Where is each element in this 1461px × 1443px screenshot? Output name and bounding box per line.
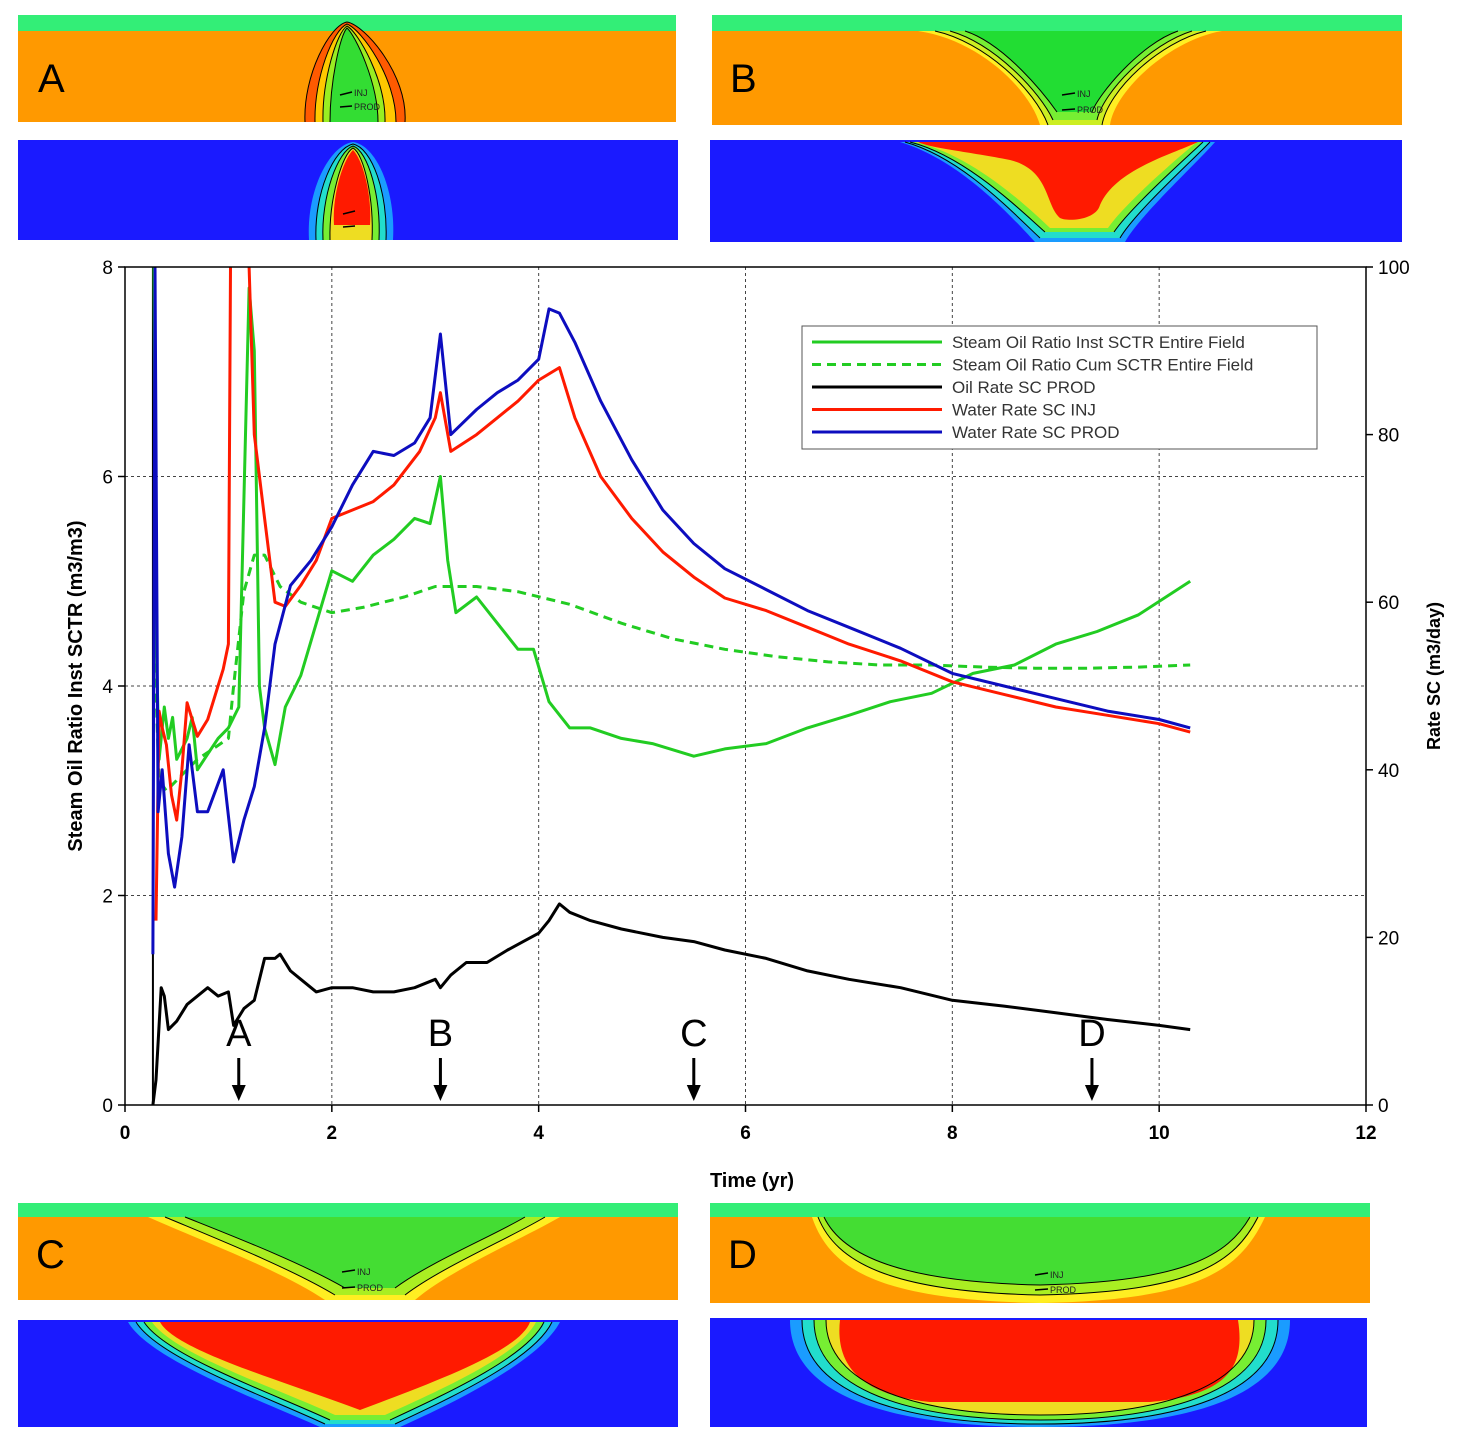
y-tick-label: 6 [102,468,113,489]
panel-c-inj-label: INJ [357,1267,371,1277]
panel-b-prod-label: PROD [1077,105,1104,115]
marker-arrow-head [686,1085,701,1101]
panel-b: INJ PROD B [710,15,1402,242]
panel-a-inj-label: INJ [354,88,368,98]
y-tick-label: 8 [102,258,113,279]
y2-axis-label: Rate SC (m3/day) [1424,602,1444,750]
y2-tick-label: 20 [1378,928,1399,949]
panel-d: INJ PROD D [710,1203,1370,1427]
grid [125,267,1366,1105]
panel-a-oil-saturation: INJ PROD [18,15,676,123]
marker-arrow-head [433,1085,448,1101]
panel-d-temperature [710,1318,1367,1427]
y2-tick-label: 80 [1378,426,1399,447]
y2-tick-label: 100 [1378,258,1410,279]
y2-tick-label: 0 [1378,1096,1389,1117]
event-markers: A B C D [226,1013,1106,1101]
legend-label-4: Water Rate SC PROD [952,423,1120,442]
marker-label-c: C [680,1013,707,1055]
panel-a-prod-label: PROD [354,102,381,112]
y2-tick-label: 40 [1378,761,1399,782]
panel-a-temperature [18,140,678,241]
panel-c-oil-saturation: INJ PROD [18,1203,678,1300]
panel-b-oil-saturation: INJ PROD [712,15,1402,126]
marker-label-d: D [1078,1013,1105,1055]
legend: Steam Oil Ratio Inst SCTR Entire Field St… [801,325,1318,450]
x-tick-label: 0 [120,1123,131,1144]
panel-d-prod-label: PROD [1050,1285,1077,1295]
marker-arrow-head [1084,1085,1099,1101]
y2-tick-label: 60 [1378,593,1399,614]
legend-label-3: Water Rate SC INJ [952,401,1096,420]
series-line-3 [154,267,1191,921]
series-layer [151,267,1192,1105]
x-tick-label: 12 [1355,1123,1376,1144]
y-axis-label: Steam Oil Ratio Inst SCTR (m3/m3) [65,520,87,851]
panel-b-temperature [710,140,1402,242]
marker-label-a: A [226,1013,252,1055]
panel-a: INJ PROD A [18,15,678,241]
panel-d-letter: D [728,1233,757,1277]
panel-b-letter: B [730,57,757,101]
x-axis-label: Time (yr) [710,1170,794,1192]
marker-label-b: B [428,1013,453,1055]
series-line-4 [151,267,1191,955]
y-tick-label: 2 [102,887,113,908]
legend-label-1: Steam Oil Ratio Cum SCTR Entire Field [952,356,1253,375]
x-tick-label: 8 [947,1123,958,1144]
series-line-2 [151,902,1191,1105]
legend-label-0: Steam Oil Ratio Inst SCTR Entire Field [952,333,1245,352]
panel-c: INJ PROD C [18,1203,678,1427]
y-tick-label: 0 [102,1096,113,1117]
x-tick-label: 4 [533,1123,544,1144]
series-line-1 [152,553,1191,793]
x-tick-label: 6 [740,1123,751,1144]
legend-label-2: Oil Rate SC PROD [952,378,1096,397]
panel-c-letter: C [36,1233,65,1277]
panel-c-prod-label: PROD [357,1283,384,1293]
panel-d-oil-saturation: INJ PROD [710,1203,1370,1303]
panel-b-inj-label: INJ [1077,89,1091,99]
x-tick-label: 10 [1149,1123,1170,1144]
panel-d-inj-label: INJ [1050,1270,1064,1280]
panel-a-letter: A [38,57,65,101]
y-tick-label: 4 [102,677,113,698]
x-tick-label: 2 [327,1123,338,1144]
marker-arrow-head [231,1085,246,1101]
panel-c-temperature [18,1320,678,1427]
